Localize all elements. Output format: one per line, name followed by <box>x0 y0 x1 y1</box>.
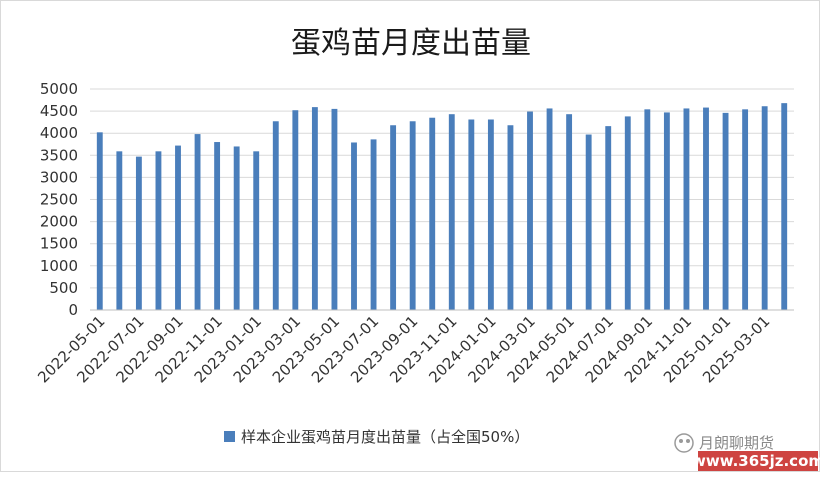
watermark-url-bg <box>698 451 818 471</box>
bar <box>135 156 142 310</box>
bar <box>585 134 592 310</box>
bar <box>487 119 494 310</box>
y-tick-label: 500 <box>49 279 78 297</box>
y-axis-ticks: 0 500 1000 1500 2000 2500 3000 3500 4000 4500 5000 <box>40 80 78 319</box>
bar <box>761 106 768 310</box>
bar <box>331 108 338 310</box>
bar <box>624 116 631 311</box>
legend: 样本企业蛋鸡苗月度出苗量（占全国50%） <box>224 428 529 446</box>
x-axis-ticks: 2022-05-012022-07-012022-09-012022-11-01… <box>34 312 773 386</box>
bar <box>703 107 709 311</box>
chart-title: 蛋鸡苗月度出苗量 <box>291 26 531 61</box>
y-tick-label: 1500 <box>40 235 78 253</box>
bar <box>370 139 377 310</box>
bar-series <box>96 103 788 311</box>
watermark-logo-icon-dot <box>679 439 683 443</box>
bar <box>683 108 690 310</box>
bar <box>155 151 162 310</box>
watermark-brand: 月朗聊期货 <box>699 434 774 452</box>
watermark: 月朗聊期货 www.365jz.com <box>674 433 822 471</box>
y-tick-label: 3000 <box>40 168 78 186</box>
bar <box>663 112 670 311</box>
gridlines <box>90 88 794 289</box>
bar <box>272 121 279 311</box>
bar <box>429 117 436 310</box>
bar <box>175 145 181 310</box>
y-tick-label: 2000 <box>40 213 78 231</box>
watermark-logo-icon <box>674 433 694 453</box>
legend-label: 样本企业蛋鸡苗月度出苗量（占全国50%） <box>241 428 529 446</box>
watermark-url: www.365jz.com <box>692 452 821 470</box>
bar <box>409 121 416 311</box>
y-tick-label: 4500 <box>40 102 78 120</box>
bar <box>390 125 397 310</box>
bar <box>253 151 260 310</box>
y-tick-label: 5000 <box>40 80 78 98</box>
bar <box>781 103 788 310</box>
bar <box>722 112 729 310</box>
y-tick-label: 0 <box>68 301 78 319</box>
bar <box>448 114 455 310</box>
bar <box>566 114 573 310</box>
y-tick-label: 3500 <box>40 146 78 164</box>
y-tick-label: 4000 <box>40 124 78 142</box>
bar <box>292 110 299 310</box>
y-tick-label: 2500 <box>40 191 78 209</box>
watermark-logo-icon-dot <box>686 439 690 443</box>
bar <box>233 146 240 310</box>
bar <box>116 151 123 310</box>
legend-swatch <box>224 431 235 442</box>
bar <box>742 109 749 310</box>
bar <box>644 109 651 310</box>
bar <box>527 111 533 311</box>
bar <box>507 125 514 310</box>
bar <box>351 142 357 310</box>
bar <box>605 126 612 311</box>
bar <box>468 119 475 310</box>
bar <box>311 107 318 310</box>
bar <box>194 134 201 310</box>
bar <box>96 132 103 310</box>
y-tick-label: 1000 <box>40 257 78 275</box>
bar <box>214 142 221 310</box>
bar <box>546 108 553 310</box>
